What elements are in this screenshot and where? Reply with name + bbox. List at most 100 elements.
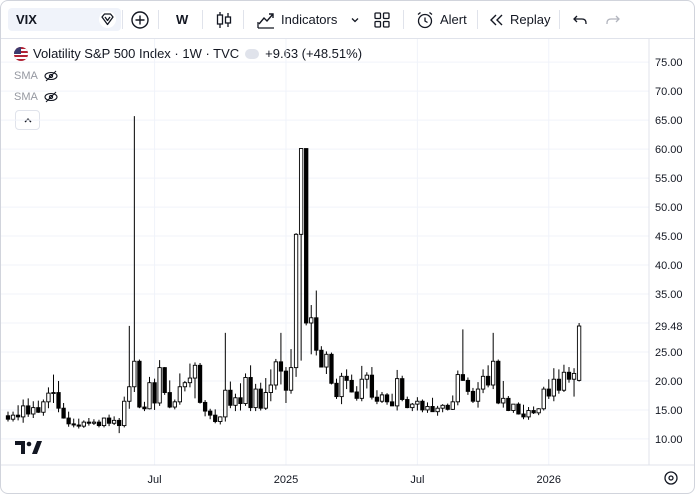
chevron-down-icon [351,17,359,22]
undo-button[interactable] [572,1,588,38]
candle-body [101,417,107,427]
candle [556,369,562,394]
candle [349,374,354,393]
x-tick-label: 2026 [537,474,561,486]
candle [501,380,506,408]
redo-icon [606,15,620,24]
candle-body [450,401,455,410]
candle [187,363,193,388]
candle-body [66,417,71,425]
chart-type-button[interactable] [215,1,233,38]
candle-body [182,382,188,388]
sma-indicator-1[interactable]: SMA [14,70,59,82]
indicators-button[interactable]: Indicators [256,1,337,38]
candle [142,401,147,412]
candle [339,372,344,405]
legend-change: +9.63 (+48.51%) [265,46,363,61]
candle [425,402,430,413]
replay-label: Replay [510,12,551,27]
candle [117,418,122,434]
candle-body [283,370,289,391]
toolbar-separator [559,10,560,29]
candle-body [41,401,46,413]
candle-body [152,382,157,404]
last-price-label: 29.48 [650,317,694,336]
candle-body [91,421,97,424]
candle-body [288,367,294,391]
replay-button[interactable]: Replay [488,1,550,38]
candle [364,372,369,389]
y-tick-label: 10.00 [655,434,683,446]
candle [46,387,51,409]
toolbar-separator [477,10,478,29]
candle [61,402,66,419]
symbol-text: VIX [16,12,37,27]
y-tick-label: 70.00 [655,86,683,98]
alert-button[interactable]: Alert [415,1,467,38]
add-symbol-button[interactable] [130,1,150,38]
candle [531,406,536,414]
candle [66,411,71,427]
alarm-clock-icon [417,11,433,28]
y-tick-label: 35.00 [655,289,683,301]
candle-body [455,374,460,403]
candle [248,365,253,412]
candle-body [213,414,218,422]
candle-body [516,403,521,415]
candle [516,402,521,415]
candle-body [106,417,112,424]
candle-body [56,392,61,409]
eye-crossed-icon[interactable] [43,70,59,82]
candle [106,414,112,427]
candle-body [541,388,546,410]
candle [26,398,31,417]
candle [111,416,117,426]
compare-symbol-icon[interactable] [99,11,116,28]
eye-crossed-icon[interactable] [43,91,59,103]
candle [395,369,400,411]
candle [213,409,218,424]
candle-body [187,377,193,384]
candle [177,373,182,405]
time-axis: Jul 2025 Jul 2026 [148,474,561,486]
candle-body [248,377,253,409]
sma-indicator-2[interactable]: SMA [14,91,59,103]
candle [354,386,359,401]
x-tick-label: Jul [148,474,162,486]
candles-icon [216,11,232,28]
candle [389,393,395,407]
candle [400,375,405,402]
chevron-up-icon [24,118,31,123]
redo-button[interactable] [605,1,621,38]
candle [319,346,324,368]
candle-body [21,405,26,418]
candle [511,403,516,413]
candle-body [435,407,440,413]
candle-body [46,392,51,403]
candle-body [202,401,208,412]
toolbar-separator [158,10,159,29]
candle [435,405,440,416]
grid [1,39,649,465]
sma-label: SMA [14,70,38,82]
candle [546,379,551,399]
symbol-search[interactable]: VIX [8,8,121,31]
candle [475,382,481,408]
indicators-dropdown[interactable] [350,1,360,38]
price-chart[interactable]: 75.00 70.00 65.00 60.00 55.00 50.00 45.00 40.00… [1,39,695,494]
candle-body [61,407,66,419]
templates-button[interactable] [373,1,391,38]
candle-body [324,353,329,368]
candle [304,148,309,326]
candle [571,368,577,397]
settings-button[interactable] [664,471,678,485]
candle [314,290,319,356]
series-legend: Volatility S&P 500 Index · 1W · TVC +9.6… [14,46,362,61]
interval-button[interactable]: W [176,12,189,27]
candle-body [223,389,228,418]
candle [36,400,41,413]
candle-body [233,397,238,406]
plus-circle-icon [131,10,149,29]
candle [440,404,445,413]
